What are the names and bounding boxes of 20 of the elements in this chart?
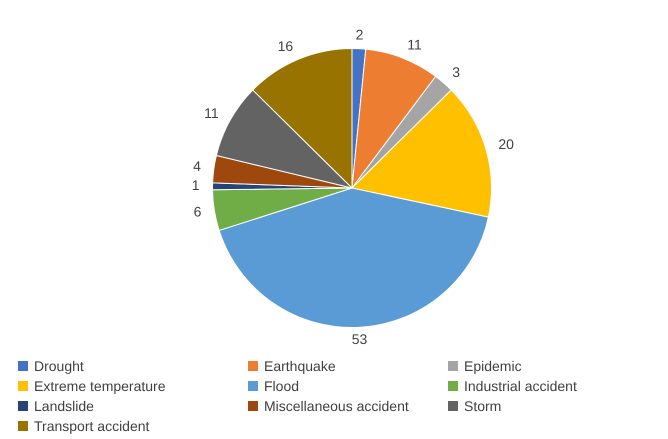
- legend-label: Flood: [264, 378, 300, 394]
- data-label: 11: [407, 36, 422, 53]
- legend-label: Epidemic: [464, 358, 522, 374]
- legend-label: Miscellaneous accident: [264, 398, 409, 414]
- data-label: 1: [192, 176, 200, 193]
- data-label: 16: [278, 38, 294, 54]
- legend-label: Industrial accident: [464, 378, 577, 394]
- data-label: 11: [204, 104, 219, 121]
- legend-label: Storm: [464, 398, 502, 414]
- data-label: 4: [193, 158, 202, 174]
- legend-label: Landslide: [34, 398, 94, 414]
- legend-label: Earthquake: [264, 358, 336, 374]
- data-label: 2: [356, 26, 364, 43]
- data-label: 20: [498, 136, 514, 152]
- data-label: 53: [352, 331, 368, 348]
- legend-label: Drought: [34, 358, 84, 374]
- legend-label: Extreme temperature: [34, 378, 166, 394]
- data-label: 3: [452, 64, 460, 80]
- legend-label: Transport accident: [34, 418, 150, 434]
- data-label: 6: [194, 203, 202, 220]
